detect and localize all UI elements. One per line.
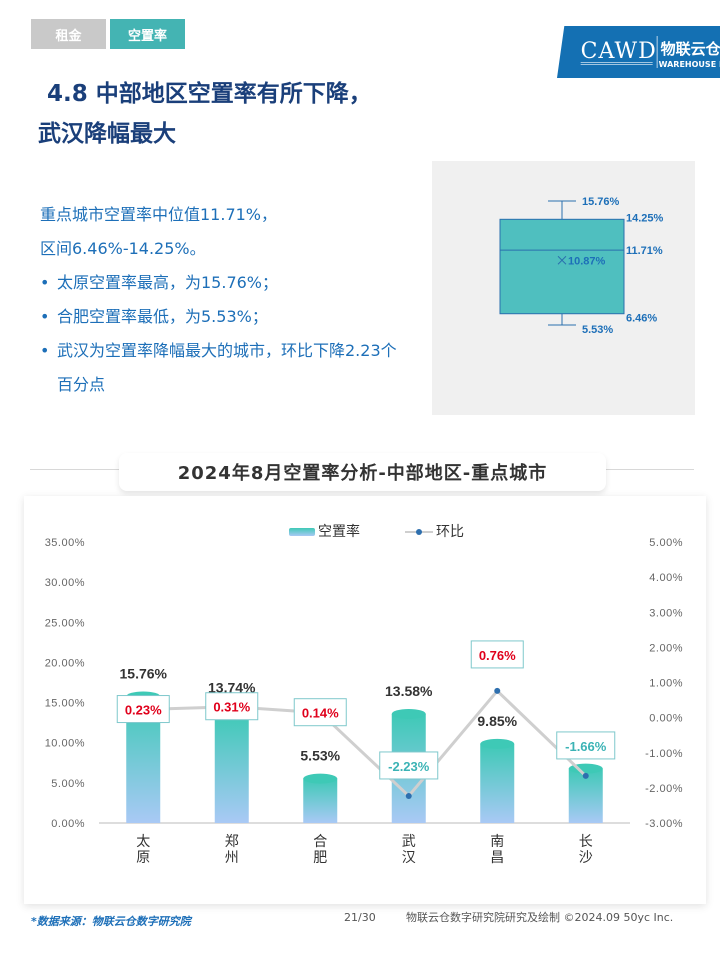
page-headline: 4.8 中部地区空置率有所下降， 武汉降幅最大 [38,74,372,154]
right-axis-tick: 0.00% [649,713,683,725]
logo-brand: CAWD [580,39,657,64]
mom-value-label: 0.23% [125,703,162,718]
summary-bullet: 合肥空置率最低，为5.53%； [40,300,400,334]
right-axis-tick: 1.00% [649,678,683,690]
left-axis-tick: 5.00% [51,778,85,790]
credit-text: 物联云仓数字研究院研究及绘制 ©2024.09 50yc Inc. [406,911,674,924]
summary-text: 重点城市空置率中位值11.71%， 区间6.46%-14.25%。 太原空置率最… [40,198,400,402]
mom-value-label: 0.14% [302,706,339,721]
right-axis-tick: -2.00% [645,783,683,795]
combo-chart: 空置率 环比 0.00% 5.00% 10.00% 15.00% 20.00% 25.00% 3… [45,523,683,865]
summary-line-2: 区间6.46%-14.25%。 [40,239,206,258]
left-axis-tick: 0.00% [51,818,85,830]
headline-line-1: 4.8 中部地区空置率有所下降， [47,81,372,107]
mom-label-box [556,731,616,760]
x-axis-tick: 太 [136,833,150,849]
mom-value-label: 0.76% [479,648,516,663]
bar-value-label: 15.76% [120,665,168,681]
x-axis-tick: 原 [136,849,150,865]
bar [303,778,338,823]
bar-cap [391,708,426,719]
boxplot-label-mean: 10.87% [568,255,606,267]
mom-value-label: -2.23% [388,759,430,774]
bar-cap [480,738,515,749]
mom-value-label: 0.31% [213,700,250,715]
right-axis-tick: -1.00% [645,748,683,760]
mom-point [405,792,412,799]
x-axis-tick: 南 [490,833,504,849]
x-axis-tick: 沙 [579,849,593,865]
mom-label-box [379,751,439,780]
summary-line-1: 重点城市空置率中位值11.71%， [40,205,278,224]
page-number: 21/30 [344,911,376,924]
left-axis-tick: 25.00% [45,617,85,629]
chart-title: 2024年8月空置率分析-中部地区-重点城市 [119,453,606,491]
mom-label-box [470,640,524,669]
x-axis-tick: 郑 [225,833,239,849]
boxplot: 15.76% 14.25% 11.71% 10.87% 6.46% 5.53% [499,196,664,336]
mom-value-label: -1.66% [565,739,607,754]
bar-cap [303,773,338,784]
boxplot-label-q1: 6.46% [626,313,657,325]
bar [480,743,515,823]
x-axis-tick: 州 [225,849,239,865]
logo-cn: 物联云仓 [660,40,720,58]
mom-label-box [293,698,347,727]
boxplot-box [499,218,625,315]
x-axis-tick: 合 [313,833,327,849]
mom-label-box [205,692,259,721]
logo-en: WAREHOUSE IN CLOUD [658,60,720,69]
x-axis-tick: 肥 [313,849,327,865]
right-axis-tick: 3.00% [649,607,683,619]
boxplot-label-max: 15.76% [582,196,620,208]
boxplot-mean-marker [557,255,567,265]
mom-point [494,687,501,694]
tab-rent[interactable]: 租金 [31,19,106,49]
chart-card: 空置率 环比 0.00% 5.00% 10.00% 15.00% 20.00% 25.00% 3… [24,496,706,904]
data-source: *数据来源：物联云仓数字研究院 [31,915,191,928]
right-axis-tick: 4.00% [649,572,683,584]
legend-swatch-vacancy [289,528,315,536]
boxplot-label-median: 11.71% [626,245,663,257]
bar-value-label: 9.85% [477,713,517,729]
mom-label-box [116,695,170,724]
boxplot-label-min: 5.53% [582,324,613,336]
left-axis-tick: 15.00% [45,698,85,710]
boxplot-label-q3: 14.25% [626,212,664,224]
x-axis-tick: 昌 [490,849,504,865]
bar [214,712,249,823]
mom-point [582,772,589,779]
summary-bullet: 太原空置率最高，为15.76%； [40,266,400,300]
bar-value-label: 5.53% [300,748,340,764]
legend-label-vacancy: 空置率 [318,523,360,539]
cawd-logo: CAWD 物联云仓 WAREHOUSE IN CLOUD [557,26,720,78]
right-axis-tick: -3.00% [645,818,683,830]
x-axis-tick: 汉 [402,849,416,865]
left-axis-tick: 20.00% [45,657,85,669]
legend-point-mom [416,529,422,535]
summary-bullet: 武汉为空置率降幅最大的城市，环比下降2.23个百分点 [40,334,400,402]
headline-line-2: 武汉降幅最大 [38,121,176,147]
tab-vacancy[interactable]: 空置率 [110,19,185,49]
bar-value-label: 13.74% [208,680,256,696]
left-axis-tick: 10.00% [45,738,85,750]
left-axis-tick: 35.00% [45,537,85,549]
x-axis-tick: 长 [579,833,593,849]
boxplot-panel: 15.76% 14.25% 11.71% 10.87% 6.46% 5.53% [432,161,695,415]
x-axis-tick: 武 [402,833,416,849]
left-axis-tick: 30.00% [45,577,85,589]
right-axis-tick: 5.00% [649,537,683,549]
right-axis-tick: 2.00% [649,642,683,654]
legend-label-mom: 环比 [436,523,464,539]
bar-value-label: 13.58% [385,683,433,699]
